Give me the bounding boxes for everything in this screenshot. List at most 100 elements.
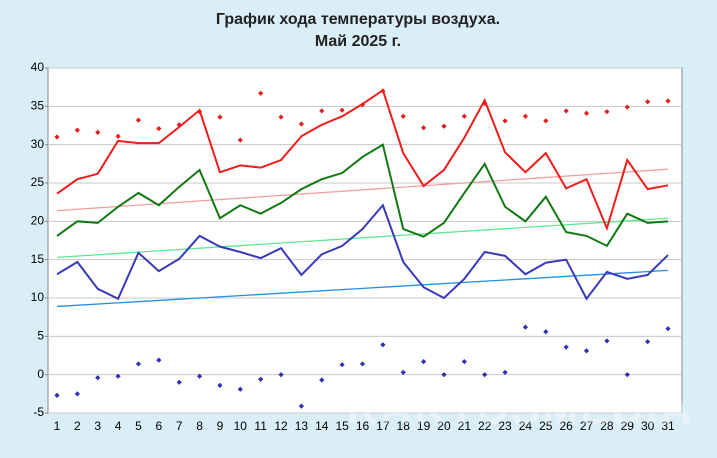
data-point	[135, 117, 142, 123]
y-tick-label: -5	[33, 405, 44, 419]
data-point	[380, 342, 386, 348]
data-point	[115, 133, 121, 139]
data-point	[237, 137, 243, 143]
data-point	[645, 99, 651, 105]
data-point	[482, 372, 488, 378]
x-tick-label: 16	[356, 419, 370, 433]
data-point	[543, 329, 549, 335]
x-tick-label: 11	[254, 419, 267, 433]
data-point	[421, 125, 427, 131]
x-tick-label: 3	[94, 419, 101, 433]
data-point	[583, 110, 590, 116]
data-point	[319, 108, 325, 114]
data-point	[54, 392, 60, 398]
x-tick-label: 1	[54, 419, 61, 433]
series-line	[56, 88, 669, 232]
data-point	[624, 372, 630, 378]
data-point	[522, 113, 529, 119]
x-tick-label: 29	[621, 419, 635, 433]
y-tick-label: 40	[31, 60, 45, 74]
x-tick-label: 12	[274, 419, 288, 433]
data-point	[502, 369, 508, 375]
data-point	[583, 348, 590, 354]
data-point	[624, 104, 630, 110]
x-tick-label: 25	[539, 419, 553, 433]
y-tick-label: 0	[37, 367, 44, 381]
data-point	[237, 386, 243, 392]
data-point	[298, 403, 304, 409]
data-point	[645, 339, 651, 345]
data-point	[543, 118, 549, 124]
data-point	[604, 109, 610, 115]
data-point	[156, 357, 162, 363]
chart-title: Май 2025 г.	[315, 33, 401, 50]
data-point	[665, 326, 671, 332]
x-tick-label: 5	[135, 419, 142, 433]
data-point	[135, 361, 142, 367]
data-point	[461, 359, 467, 365]
x-tick-label: 19	[417, 419, 431, 433]
data-point	[359, 361, 366, 367]
data-point	[95, 375, 101, 381]
series-line	[56, 203, 669, 301]
y-tick-label: 35	[31, 99, 45, 113]
data-point	[522, 324, 529, 330]
data-point	[441, 372, 447, 378]
x-tick-label: 31	[661, 419, 675, 433]
data-point	[339, 107, 345, 113]
x-tick-label: 26	[559, 419, 573, 433]
data-point	[604, 338, 610, 344]
data-point	[400, 369, 406, 375]
data-point	[298, 121, 304, 127]
watermark: KAKTUSMEDIA	[346, 385, 693, 434]
x-tick-label: 15	[335, 419, 349, 433]
data-point	[95, 129, 101, 135]
x-tick-label: 9	[217, 419, 224, 433]
y-tick-label: 30	[31, 137, 45, 151]
x-tick-label: 4	[115, 419, 122, 433]
x-tick-label: 30	[641, 419, 655, 433]
trend-line	[56, 217, 669, 259]
trend-line	[56, 269, 669, 308]
data-point	[563, 344, 569, 350]
x-tick-label: 20	[437, 419, 451, 433]
series-line	[56, 143, 669, 248]
data-point	[665, 98, 671, 104]
data-point	[156, 125, 162, 132]
y-tick-label: 25	[31, 175, 45, 189]
data-point	[400, 113, 406, 119]
data-point	[258, 90, 264, 96]
y-tick-label: 15	[31, 252, 45, 266]
data-point	[563, 108, 569, 114]
data-point	[441, 123, 447, 129]
x-tick-label: 18	[397, 419, 411, 433]
x-tick-label: 13	[295, 419, 309, 433]
x-tick-label: 7	[176, 419, 183, 433]
data-point	[54, 134, 60, 140]
y-tick-label: 10	[31, 290, 45, 304]
x-tick-label: 14	[315, 419, 329, 433]
data-point	[176, 379, 182, 385]
trend-line	[56, 168, 669, 212]
data-point	[502, 118, 508, 124]
data-point	[319, 377, 325, 383]
data-point	[461, 113, 467, 119]
x-tick-label: 28	[600, 419, 614, 433]
x-tick-label: 17	[376, 419, 390, 433]
x-tick-label: 6	[155, 419, 162, 433]
plot-area	[47, 67, 683, 414]
data-point	[196, 373, 203, 379]
data-point	[278, 372, 284, 378]
x-tick-label: 10	[234, 419, 248, 433]
x-tick-label: 8	[196, 419, 203, 433]
data-point	[421, 359, 427, 365]
x-tick-label: 2	[74, 419, 81, 433]
data-point	[74, 127, 80, 133]
data-point	[115, 373, 121, 379]
x-tick-label: 22	[478, 419, 492, 433]
data-point	[278, 114, 284, 120]
x-tick-label: 27	[580, 419, 594, 433]
data-point	[74, 391, 80, 397]
y-tick-label: 20	[31, 214, 45, 228]
